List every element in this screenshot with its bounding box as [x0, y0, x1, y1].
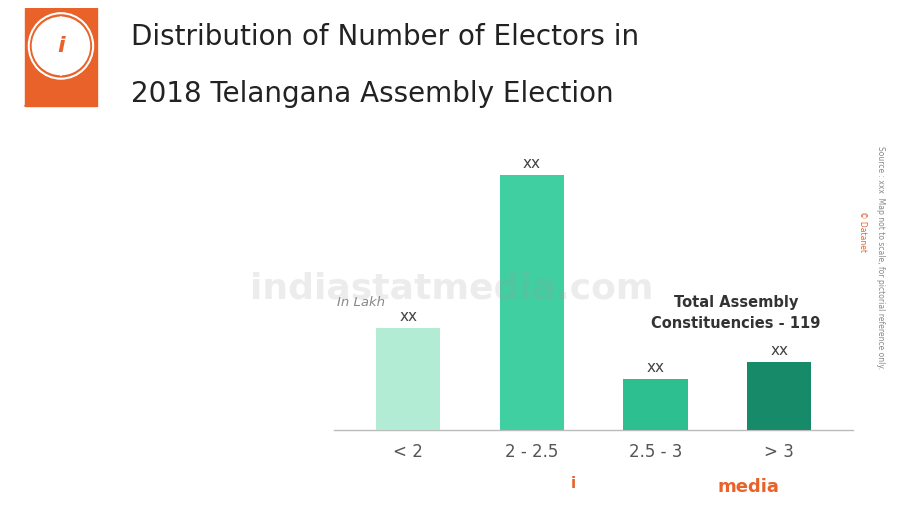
Bar: [499, 175, 564, 430]
Bar: [622, 379, 687, 430]
Text: In Lakh: In Lakh: [337, 296, 385, 309]
Text: © Datanet: © Datanet: [857, 211, 866, 252]
Text: xx: xx: [646, 360, 664, 375]
Text: i: i: [57, 36, 65, 56]
Text: indiastatmedia.com: indiastatmedia.com: [250, 271, 652, 305]
Circle shape: [548, 464, 596, 504]
Text: 2018 Telangana Assembly Election: 2018 Telangana Assembly Election: [131, 80, 612, 108]
Text: Distribution of Number of Electors in: Distribution of Number of Electors in: [131, 23, 639, 51]
Bar: [24, 8, 97, 106]
Bar: [376, 328, 440, 430]
Ellipse shape: [32, 18, 89, 75]
Text: media: media: [717, 478, 779, 495]
Polygon shape: [24, 73, 97, 106]
Text: i: i: [570, 476, 575, 491]
Bar: [746, 362, 810, 430]
Text: xx: xx: [399, 309, 417, 324]
Text: xx: xx: [769, 343, 787, 358]
Text: Source : xxx  Map not to scale, for pictorial reference only.: Source : xxx Map not to scale, for picto…: [875, 146, 884, 369]
Text: indiastat: indiastat: [597, 475, 687, 493]
Text: Total Assembly
Constituencies - 119: Total Assembly Constituencies - 119: [650, 295, 820, 331]
Text: xx: xx: [522, 156, 540, 170]
